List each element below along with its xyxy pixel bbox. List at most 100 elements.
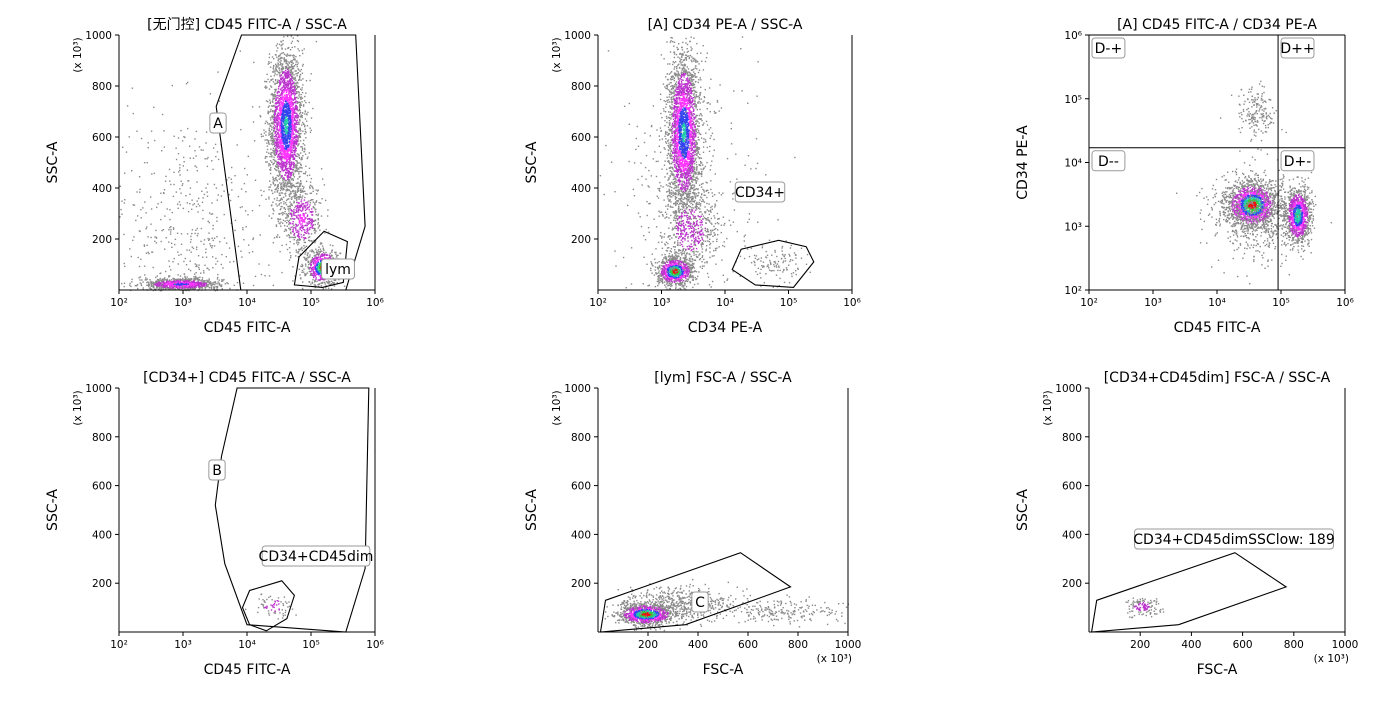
event-dot xyxy=(274,71,276,73)
event-dot xyxy=(337,254,339,256)
event-dot xyxy=(268,61,270,63)
event-dot xyxy=(155,287,158,289)
event-dot xyxy=(266,86,268,89)
event-dot xyxy=(276,123,278,126)
event-dot xyxy=(193,203,196,205)
event-dot xyxy=(268,264,270,266)
event-dot xyxy=(288,75,290,77)
event-dot xyxy=(292,171,294,173)
event-dot xyxy=(277,122,279,124)
event-dot xyxy=(287,176,289,178)
event-dot xyxy=(317,227,319,229)
event-dot xyxy=(273,115,275,118)
event-dot xyxy=(293,57,295,59)
event-dot xyxy=(287,153,289,155)
event-dot xyxy=(287,216,289,218)
event-dot xyxy=(282,79,285,81)
event-dot xyxy=(282,189,284,191)
event-dot xyxy=(139,230,141,233)
event-dot xyxy=(286,189,289,191)
event-dot xyxy=(268,275,271,277)
event-dot xyxy=(283,119,285,122)
event-dot xyxy=(297,181,299,184)
event-dot xyxy=(306,253,309,255)
event-dot xyxy=(123,233,125,236)
event-dot xyxy=(312,206,315,209)
event-dot xyxy=(277,132,279,135)
event-dot xyxy=(165,281,168,283)
event-dot xyxy=(288,135,290,137)
event-dot xyxy=(275,88,277,91)
event-dot xyxy=(271,56,274,58)
event-dot xyxy=(148,252,150,255)
event-dot xyxy=(302,203,305,205)
event-dot xyxy=(289,127,291,129)
event-dot xyxy=(289,123,291,125)
event-dot xyxy=(209,281,212,283)
event-dot xyxy=(183,281,185,283)
event-dot xyxy=(290,64,293,66)
event-dot xyxy=(277,141,280,143)
event-dot xyxy=(284,148,286,150)
event-dot xyxy=(288,247,291,249)
event-dot xyxy=(313,207,316,209)
event-dot xyxy=(280,158,282,161)
event-dot xyxy=(276,133,279,135)
event-dot xyxy=(296,60,298,62)
event-dot xyxy=(279,126,282,128)
event-dot xyxy=(286,85,288,87)
event-dot xyxy=(298,75,301,77)
event-dot xyxy=(286,94,289,96)
event-dot xyxy=(274,188,276,191)
event-dot xyxy=(203,270,205,272)
event-dot xyxy=(269,102,271,104)
event-dot xyxy=(290,135,293,138)
event-dot xyxy=(297,242,300,244)
event-dot xyxy=(276,197,278,199)
event-dot xyxy=(270,166,272,169)
event-dot xyxy=(317,253,319,256)
event-dot xyxy=(289,87,291,89)
event-dot xyxy=(277,142,280,144)
event-dot xyxy=(136,191,138,193)
event-dot xyxy=(277,165,280,167)
event-dot xyxy=(276,114,279,116)
event-dot xyxy=(282,72,284,74)
event-dot xyxy=(296,205,299,207)
event-dot xyxy=(281,160,284,162)
event-dot xyxy=(307,221,310,223)
event-dot xyxy=(177,251,179,253)
event-dot xyxy=(150,196,152,198)
event-dot xyxy=(276,156,279,158)
event-dot xyxy=(279,122,281,124)
event-dot xyxy=(212,168,214,171)
event-dot xyxy=(147,236,149,238)
event-dot xyxy=(124,172,126,174)
event-dot xyxy=(312,210,314,213)
event-dot xyxy=(307,266,309,268)
event-dot xyxy=(283,124,286,126)
event-dot xyxy=(203,285,205,287)
event-dot xyxy=(289,99,291,101)
event-dot xyxy=(190,284,193,286)
event-dot xyxy=(163,189,166,191)
event-dot xyxy=(287,111,290,114)
event-dot xyxy=(170,229,172,231)
event-dot xyxy=(207,183,209,185)
event-dot xyxy=(172,287,174,289)
event-dot xyxy=(290,149,292,152)
event-dot xyxy=(285,99,287,101)
event-dot xyxy=(152,282,154,285)
event-dot xyxy=(287,205,289,208)
event-dot xyxy=(292,221,294,223)
event-dot xyxy=(295,164,297,167)
event-dot xyxy=(303,151,306,153)
event-dot xyxy=(270,61,272,64)
event-dot xyxy=(186,233,189,235)
event-dot xyxy=(290,125,292,127)
event-dot xyxy=(290,198,293,200)
event-dot xyxy=(171,246,173,248)
event-dot xyxy=(278,141,281,143)
event-dot xyxy=(302,52,304,55)
event-dot xyxy=(288,131,290,134)
